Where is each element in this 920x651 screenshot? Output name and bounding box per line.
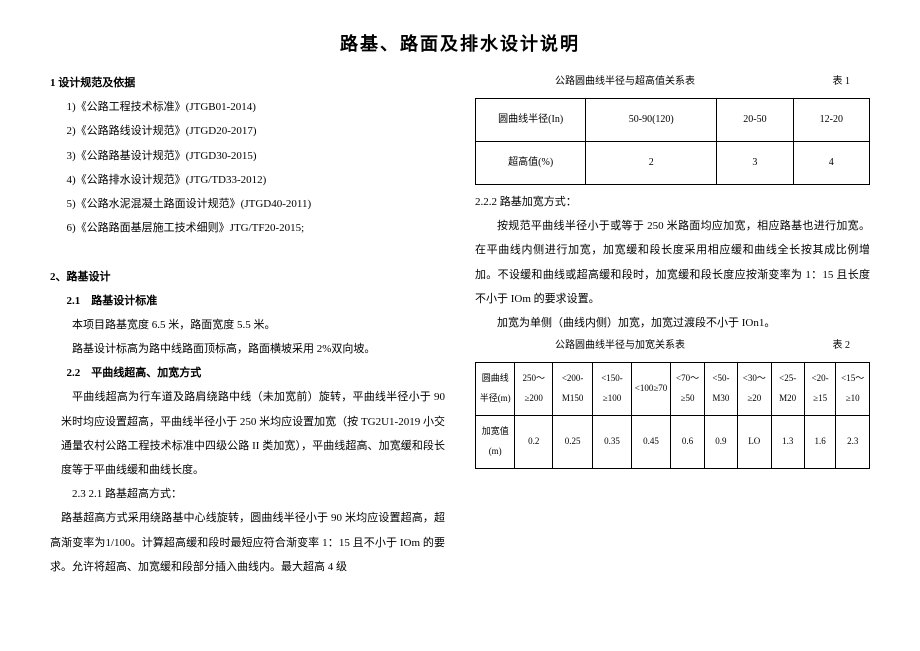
table1-caption: 公路圆曲线半径与超高值关系表 表 1: [475, 71, 870, 93]
t2-c: 1.3: [771, 416, 804, 469]
t2-c: <100≥70: [631, 363, 671, 416]
t2-c: 0.6: [671, 416, 704, 469]
sub22-heading: 2.2 平曲线超高、加宽方式: [67, 361, 446, 385]
table-row: 圆曲线半径(m) 250～≥200 <200-M150 <150-≥100 <1…: [476, 363, 870, 416]
p21a: 本项目路基宽度 6.5 米，路面宽度 5.5 米。: [61, 313, 445, 337]
t2-h1: 圆曲线半径(m): [476, 363, 515, 416]
h222: 2.2.2 路基加宽方式：: [475, 190, 870, 214]
table-row: 圆曲线半径(In) 50-90(120) 20-50 12-20: [476, 99, 870, 142]
right-p1: 按规范平曲线半径小于或等于 250 米路面均应加宽，相应路基也进行加宽。在平曲线…: [475, 214, 870, 311]
spec-item: 5)《公路水泥混凝土路面设计规范》(JTGD40-2011): [67, 192, 446, 216]
t2-c: 0.35: [593, 416, 632, 469]
table1: 圆曲线半径(In) 50-90(120) 20-50 12-20 超高值(%) …: [475, 98, 870, 185]
t2-c: LO: [738, 416, 771, 469]
t2-c: 0.9: [704, 416, 737, 469]
table2-caption: 公路圆曲线半径与加宽关系表 表 2: [475, 335, 870, 357]
right-column: 公路圆曲线半径与超高值关系表 表 1 圆曲线半径(In) 50-90(120) …: [475, 71, 870, 579]
p23a: 路基超高方式采用绕路基中心线旋转，圆曲线半径小于 90 米均应设置超高，超高渐变…: [50, 506, 445, 579]
t2-c: <150-≥100: [593, 363, 632, 416]
t1-c: 50-90(120): [586, 99, 717, 142]
content-columns: 1 设计规范及依据 1)《公路工程技术标准》(JTGB01-2014) 2)《公…: [50, 71, 870, 579]
t2-c: 0.45: [631, 416, 671, 469]
spec-item: 4)《公路排水设计规范》(JTG/TD33-2012): [67, 168, 446, 192]
t2-c: <20-≥15: [804, 363, 836, 416]
t2-h2: 加宽值(m): [476, 416, 515, 469]
t1-c: 4: [793, 142, 869, 185]
spec-item: 6)《公路路面基层施工技术细则》JTG/TF20-2015;: [67, 216, 446, 240]
t1-c: 12-20: [793, 99, 869, 142]
t2-c: 2.3: [836, 416, 870, 469]
spec-item: 3)《公路路基设计规范》(JTGD30-2015): [67, 144, 446, 168]
t1-h2: 超高值(%): [476, 142, 586, 185]
t1-c: 3: [717, 142, 793, 185]
table1-caption-right: 表 1: [833, 71, 851, 93]
left-column: 1 设计规范及依据 1)《公路工程技术标准》(JTGB01-2014) 2)《公…: [50, 71, 445, 579]
p22a: 平曲线超高为行车道及路肩绕路中线（未加宽前）旋转，平曲线半径小于 90 米时均应…: [61, 385, 445, 482]
right-p2: 加宽为单侧（曲线内侧）加宽，加宽过渡段不小于 IOn1。: [475, 311, 870, 335]
table2-caption-right: 表 2: [833, 335, 851, 357]
t1-h1: 圆曲线半径(In): [476, 99, 586, 142]
t2-c: <50-M30: [704, 363, 737, 416]
table-row: 加宽值(m) 0.2 0.25 0.35 0.45 0.6 0.9 LO 1.3…: [476, 416, 870, 469]
t2-c: <30～≥20: [738, 363, 771, 416]
table2: 圆曲线半径(m) 250～≥200 <200-M150 <150-≥100 <1…: [475, 362, 870, 469]
t1-c: 20-50: [717, 99, 793, 142]
t2-c: <70～≥50: [671, 363, 704, 416]
t2-c: 250～≥200: [515, 363, 553, 416]
table-row: 超高值(%) 2 3 4: [476, 142, 870, 185]
page-title: 路基、路面及排水设计说明: [50, 30, 870, 56]
spec-item: 1)《公路工程技术标准》(JTGB01-2014): [67, 95, 446, 119]
section1-heading: 1 设计规范及依据: [50, 71, 445, 95]
table2-caption-left: 公路圆曲线半径与加宽关系表: [555, 335, 685, 357]
t1-c: 2: [586, 142, 717, 185]
spec-item: 2)《公路路线设计规范》(JTGD20-2017): [67, 119, 446, 143]
sub21-heading: 2.1 路基设计标准: [67, 289, 446, 313]
t2-c: <25-M20: [771, 363, 804, 416]
t2-c: 1.6: [804, 416, 836, 469]
table1-caption-left: 公路圆曲线半径与超高值关系表: [555, 71, 695, 93]
p21b: 路基设计标高为路中线路面顶标高，路面横坡采用 2%双向坡。: [61, 337, 445, 361]
section2-heading: 2、路基设计: [50, 265, 445, 289]
t2-c: 0.2: [515, 416, 553, 469]
t2-c: 0.25: [553, 416, 593, 469]
t2-c: <15～≥10: [836, 363, 870, 416]
sub23-heading: 2.3 2.1 路基超高方式：: [61, 482, 445, 506]
t2-c: <200-M150: [553, 363, 593, 416]
